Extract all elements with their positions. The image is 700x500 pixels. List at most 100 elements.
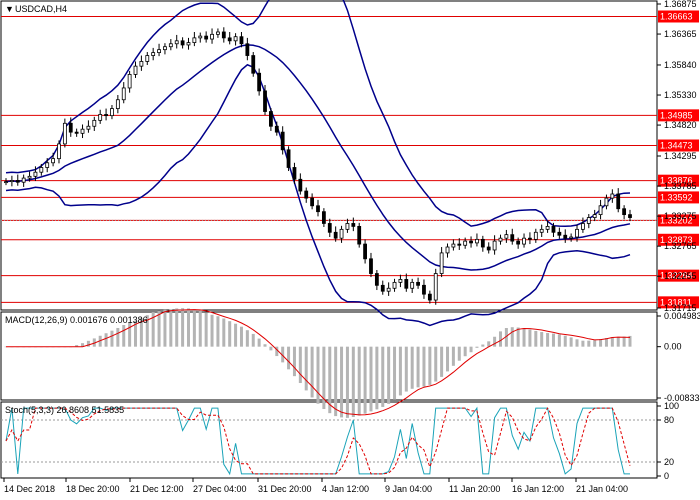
candle-body: [551, 226, 556, 233]
candle-body: [57, 143, 61, 160]
candle-body: [622, 208, 627, 216]
macd-histogram-bar: [116, 327, 120, 347]
macd-histogram-bar: [522, 328, 526, 347]
time-axis-label: 21 Dec 12:00: [130, 484, 184, 494]
level-price-label: 1.31811: [660, 297, 692, 307]
macd-histogram-bar: [334, 346, 338, 417]
candle-body: [168, 43, 173, 48]
time-axis-label: 9 Jan 04:00: [385, 484, 432, 494]
candle-body: [386, 287, 391, 292]
macd-histogram-bar: [340, 346, 344, 418]
candle-body: [68, 122, 73, 133]
candle-body: [304, 190, 309, 199]
candle-body: [139, 61, 144, 67]
macd-histogram-bar: [440, 346, 444, 377]
macd-histogram-bar: [281, 346, 285, 363]
macd-histogram-bar: [239, 326, 243, 347]
candle-body: [27, 175, 32, 179]
candle-body: [433, 273, 438, 301]
macd-histogram-bar: [92, 338, 96, 347]
candle-body: [21, 177, 26, 183]
macd-histogram-bar: [387, 346, 391, 404]
macd-histogram-bar: [375, 346, 379, 410]
macd-histogram-bar: [557, 334, 561, 347]
time-axis-label: 27 Dec 04:00: [193, 484, 247, 494]
macd-histogram-bar: [204, 312, 208, 347]
candle-body: [516, 240, 521, 245]
stoch-axis-label: 80: [664, 415, 674, 425]
candle-body: [380, 284, 385, 292]
candle-body: [369, 258, 373, 274]
price-axis-label: 1.36875: [664, 0, 697, 9]
candle-body: [392, 281, 397, 289]
candle-body: [616, 193, 621, 210]
price-axis-label: 1.32765: [664, 241, 697, 251]
macd-histogram-bar: [481, 344, 485, 347]
candle-body: [463, 240, 468, 246]
macd-histogram-bar: [210, 314, 214, 347]
candle-body: [174, 40, 179, 45]
candle-body: [286, 149, 291, 168]
candle-body: [522, 237, 526, 245]
time-axis-label: 14 Dec 2018: [4, 484, 55, 494]
candle-body: [422, 284, 426, 295]
macd-histogram-bar: [198, 310, 202, 347]
macd-histogram-bar: [540, 332, 544, 347]
macd-histogram-bar: [563, 335, 567, 347]
level-price-label: 1.33592: [660, 192, 693, 202]
price-axis-label: 1.32255: [664, 271, 697, 281]
macd-histogram-bar: [457, 346, 461, 361]
macd-histogram-bar: [469, 346, 473, 353]
time-axis-label: 11 Jan 20:00: [449, 484, 500, 494]
macd-histogram-bar: [192, 309, 196, 347]
macd-histogram-bar: [81, 343, 85, 347]
macd-histogram-bar: [151, 312, 155, 347]
candle-body: [569, 236, 574, 239]
candle-body: [592, 214, 597, 218]
candle-body: [628, 214, 632, 218]
candle-body: [33, 171, 38, 177]
macd-histogram-bar: [398, 346, 402, 396]
candle-body: [157, 49, 161, 54]
price-axis-label: 1.35330: [664, 90, 697, 100]
candle-body: [15, 180, 20, 183]
macd-histogram-bar: [86, 340, 90, 347]
macd-histogram-bar: [404, 346, 408, 392]
level-price-label: 1.34473: [660, 141, 693, 151]
macd-histogram-bar: [575, 339, 579, 347]
price-axis-label: 1.34295: [664, 151, 697, 161]
candle-body: [274, 125, 279, 133]
candle-body: [486, 246, 491, 251]
macd-histogram-bar: [434, 346, 438, 382]
macd-histogram-bar: [551, 333, 555, 347]
candle-body: [110, 108, 114, 117]
candle-body: [86, 125, 91, 130]
macd-histogram-bar: [234, 323, 238, 347]
macd-histogram-bar: [128, 322, 132, 347]
candle-body: [528, 237, 532, 240]
macd-histogram-bar: [298, 346, 302, 384]
price-axis-label: 1.33785: [664, 181, 697, 191]
macd-histogram-bar: [463, 346, 467, 357]
macd-histogram-bar: [186, 308, 190, 347]
macd-axis-label: 0.00: [664, 342, 682, 352]
macd-histogram-bar: [351, 346, 355, 417]
macd-histogram-bar: [228, 321, 232, 347]
candle-body: [492, 240, 497, 251]
macd-histogram-bar: [363, 346, 367, 414]
candle-body: [398, 279, 403, 283]
macd-histogram-bar: [139, 318, 143, 347]
candle-body: [192, 37, 197, 43]
macd-histogram-bar: [410, 346, 414, 389]
macd-histogram-bar: [122, 325, 126, 347]
candle-body: [357, 226, 362, 245]
macd-histogram-bar: [604, 338, 608, 347]
candle-body: [298, 178, 303, 192]
candle-body: [245, 43, 250, 56]
candle-body: [539, 228, 544, 233]
candle-body: [92, 119, 97, 127]
candle-body: [475, 238, 479, 244]
macd-histogram-bar: [292, 346, 296, 377]
candle-body: [439, 252, 444, 274]
candle-body: [480, 238, 485, 248]
